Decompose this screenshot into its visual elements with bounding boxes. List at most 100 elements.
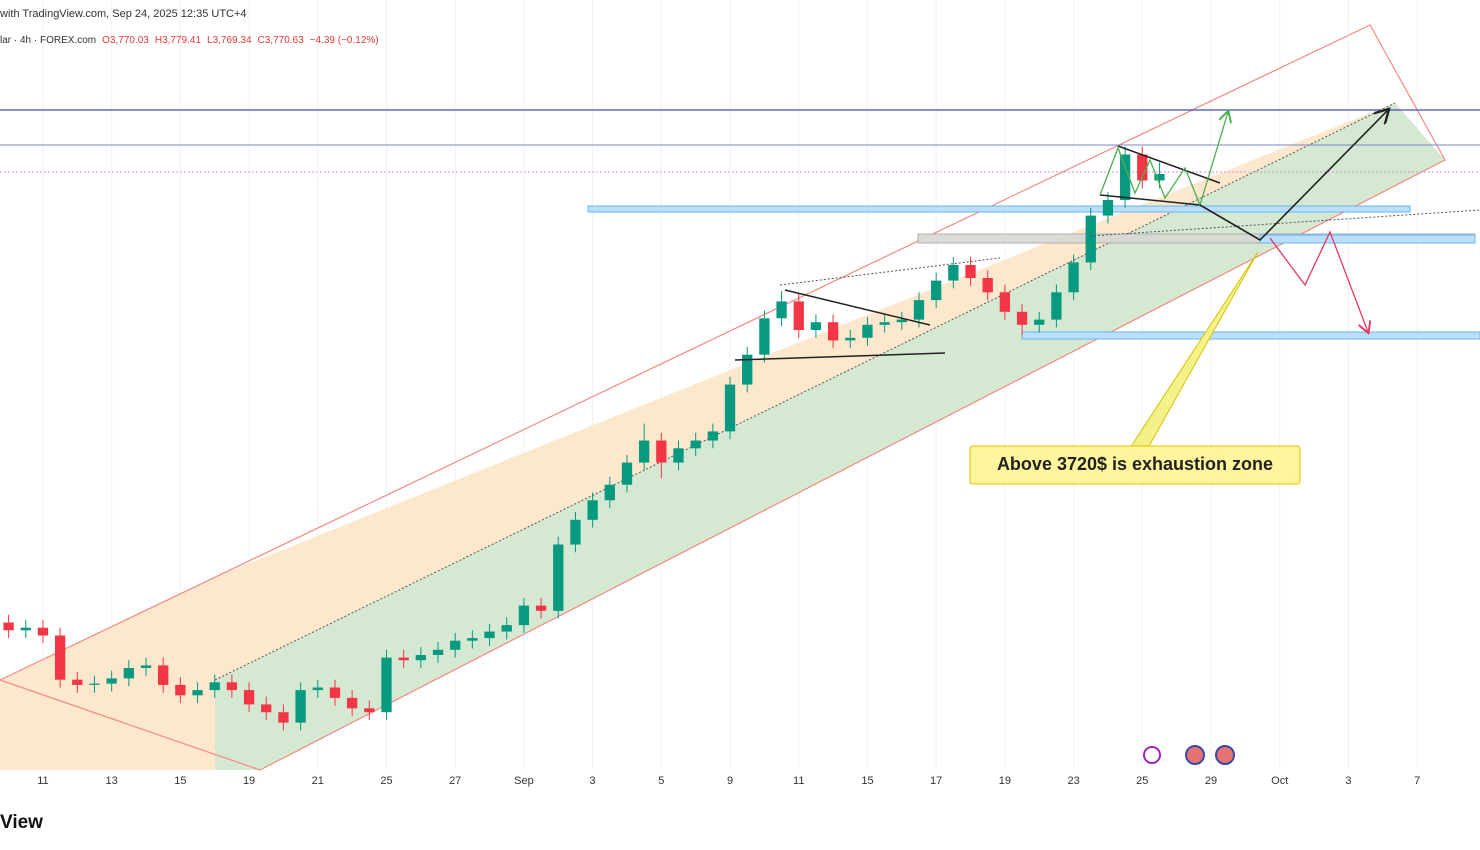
projection-path — [1269, 230, 1368, 332]
candle-body — [948, 265, 959, 281]
candle-body — [243, 690, 255, 705]
candle-body — [20, 627, 31, 631]
candle-body — [1085, 215, 1096, 263]
candle-body — [810, 322, 822, 330]
candle-body — [535, 605, 547, 611]
candle-body — [604, 484, 615, 501]
triangle-line — [784, 289, 931, 326]
candle-body — [742, 354, 753, 385]
candle-body — [793, 301, 804, 330]
x-tick-label: 23 — [1067, 775, 1079, 787]
x-tick-label: 25 — [1136, 775, 1148, 787]
x-tick-label: Oct — [1271, 775, 1288, 787]
candle-body — [432, 649, 444, 655]
candle-body — [278, 712, 289, 723]
callout-box — [969, 445, 1301, 485]
channel-border — [0, 24, 1446, 771]
candle-body — [518, 605, 530, 626]
candle-body — [999, 292, 1011, 312]
x-tick-label: 15 — [861, 775, 873, 787]
candle-body — [364, 708, 375, 713]
callout-text: Above 3720$ is exhaustion zone — [997, 454, 1273, 474]
candle-body — [862, 324, 873, 338]
x-tick-label: Sep — [514, 775, 534, 787]
candle-body — [673, 448, 684, 463]
candle-body — [312, 687, 323, 691]
candle-body — [1034, 319, 1045, 325]
zone — [1021, 331, 1480, 340]
candle-body — [226, 682, 238, 691]
trendline — [1089, 209, 1480, 237]
x-tick-label: 13 — [106, 775, 118, 787]
candle-body — [1137, 154, 1148, 181]
candle-body — [1119, 154, 1131, 200]
candle-body — [776, 301, 787, 319]
x-tick-label: 7 — [1414, 775, 1420, 787]
candle-body — [913, 300, 925, 320]
x-tick-label: 9 — [727, 775, 733, 787]
zone — [587, 205, 1411, 213]
candle-body — [1016, 311, 1028, 325]
candle-body — [707, 431, 719, 441]
x-axis: 11 13 15 19 21 25 27 Sep 3 5 9 11 15 17 19 23 25 29 Oct 3 7 — [37, 775, 1420, 787]
candle-body — [1051, 292, 1062, 320]
candle-body — [467, 638, 478, 641]
ohlc-value: L3,769.34 — [207, 35, 252, 46]
candle-body — [140, 665, 152, 668]
candle-body — [1068, 262, 1079, 293]
header-source: with TradingView.com, Sep 24, 2025 12:35… — [0, 8, 247, 20]
candle-body — [346, 697, 358, 709]
projection-path — [1099, 112, 1228, 207]
ohlc-value: C3,770.63 — [258, 35, 305, 46]
candle-body — [89, 683, 100, 685]
ohlc-change: −4.39 (−0.12%) — [310, 35, 379, 46]
candle-body — [656, 440, 667, 463]
candle-body — [827, 322, 839, 341]
candle-body — [1154, 174, 1165, 181]
candle-body — [638, 440, 650, 463]
ohlc-value: O3,770.03 — [102, 35, 149, 46]
candle-body — [261, 704, 272, 713]
x-tick-label: 17 — [930, 775, 942, 787]
x-tick-label: 11 — [793, 775, 804, 787]
event-icon[interactable] — [1215, 745, 1235, 765]
channel-lower — [215, 103, 1445, 770]
candle-body — [570, 519, 581, 545]
candle-body — [123, 668, 134, 679]
x-tick-label: 15 — [174, 775, 186, 787]
candle-body — [690, 440, 701, 449]
candle-body — [450, 640, 461, 650]
candle-body — [37, 627, 49, 636]
x-tick-label: 5 — [658, 775, 664, 787]
candle-body — [724, 384, 736, 432]
x-tick-label: 29 — [1205, 775, 1217, 787]
event-icon[interactable] — [1185, 745, 1205, 765]
candle-body — [896, 319, 907, 323]
candle-body — [621, 462, 633, 485]
projection-path — [1199, 110, 1388, 242]
x-tick-label: 3 — [590, 775, 596, 787]
zone — [1259, 234, 1476, 244]
candle-body — [1102, 200, 1114, 216]
footer-logo: View — [0, 812, 43, 833]
candle-body — [398, 657, 409, 661]
candle-body — [209, 682, 220, 691]
candle-body — [158, 665, 169, 685]
candle-body — [931, 280, 942, 301]
ohlc-value: H3,779.41 — [155, 35, 202, 46]
x-tick-label: 27 — [449, 775, 461, 787]
candle-body — [192, 690, 203, 696]
triangle-line — [1117, 145, 1221, 184]
x-tick-label: 19 — [999, 775, 1011, 787]
candle-body — [175, 684, 186, 696]
symbol: lar · 4h · FOREX.com — [0, 35, 96, 46]
event-icon[interactable] — [1143, 746, 1161, 764]
candle-body — [295, 690, 306, 723]
candle-body — [982, 278, 993, 293]
x-tick-label: 3 — [1345, 775, 1351, 787]
x-tick-label: 19 — [243, 775, 255, 787]
trendline — [779, 257, 1001, 286]
candle-body — [553, 544, 564, 611]
candle-body — [501, 625, 512, 632]
